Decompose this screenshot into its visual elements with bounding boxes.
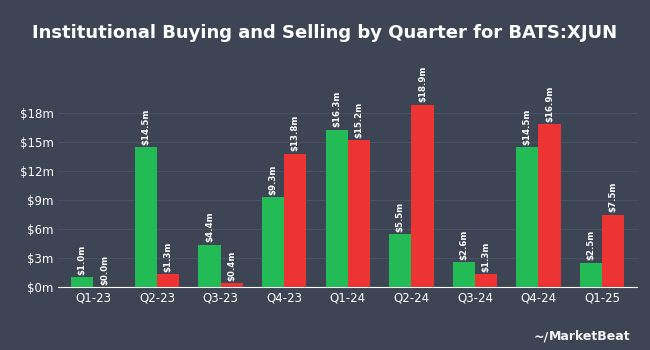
Bar (475, 274, 497, 287)
Text: $0.0m: $0.0m (100, 254, 109, 285)
Text: $2.5m: $2.5m (586, 230, 595, 260)
Text: $0.4m: $0.4m (227, 250, 236, 281)
Bar (262, 197, 284, 287)
Bar (72, 277, 94, 287)
Text: $13.8m: $13.8m (291, 115, 300, 152)
Text: Institutional Buying and Selling by Quarter for BATS:XJUN: Institutional Buying and Selling by Quar… (32, 25, 617, 42)
Bar (452, 262, 475, 287)
Text: $9.3m: $9.3m (268, 164, 278, 195)
Bar (389, 234, 411, 287)
Bar (538, 124, 561, 287)
Text: $1.3m: $1.3m (482, 242, 491, 272)
Text: $14.5m: $14.5m (142, 108, 150, 145)
Bar (411, 105, 434, 287)
Text: $7.5m: $7.5m (608, 182, 618, 212)
Text: $1.0m: $1.0m (78, 245, 87, 275)
Text: $18.9m: $18.9m (418, 66, 427, 102)
Text: $16.9m: $16.9m (545, 85, 554, 121)
Bar (284, 154, 306, 287)
Bar (135, 147, 157, 287)
Bar (580, 263, 602, 287)
Bar (326, 130, 348, 287)
Bar (602, 215, 624, 287)
Bar (220, 283, 243, 287)
Text: $16.3m: $16.3m (332, 91, 341, 127)
Text: ~/: ~/ (534, 330, 549, 343)
Text: $1.3m: $1.3m (164, 242, 173, 272)
Bar (516, 147, 538, 287)
Text: MarketBeat: MarketBeat (549, 330, 630, 343)
Bar (157, 274, 179, 287)
Bar (348, 140, 370, 287)
Text: $5.5m: $5.5m (396, 201, 405, 232)
Text: $4.4m: $4.4m (205, 211, 214, 242)
Text: $14.5m: $14.5m (523, 108, 532, 145)
Text: $15.2m: $15.2m (354, 102, 363, 138)
Bar (198, 245, 220, 287)
Text: $2.6m: $2.6m (460, 229, 468, 259)
